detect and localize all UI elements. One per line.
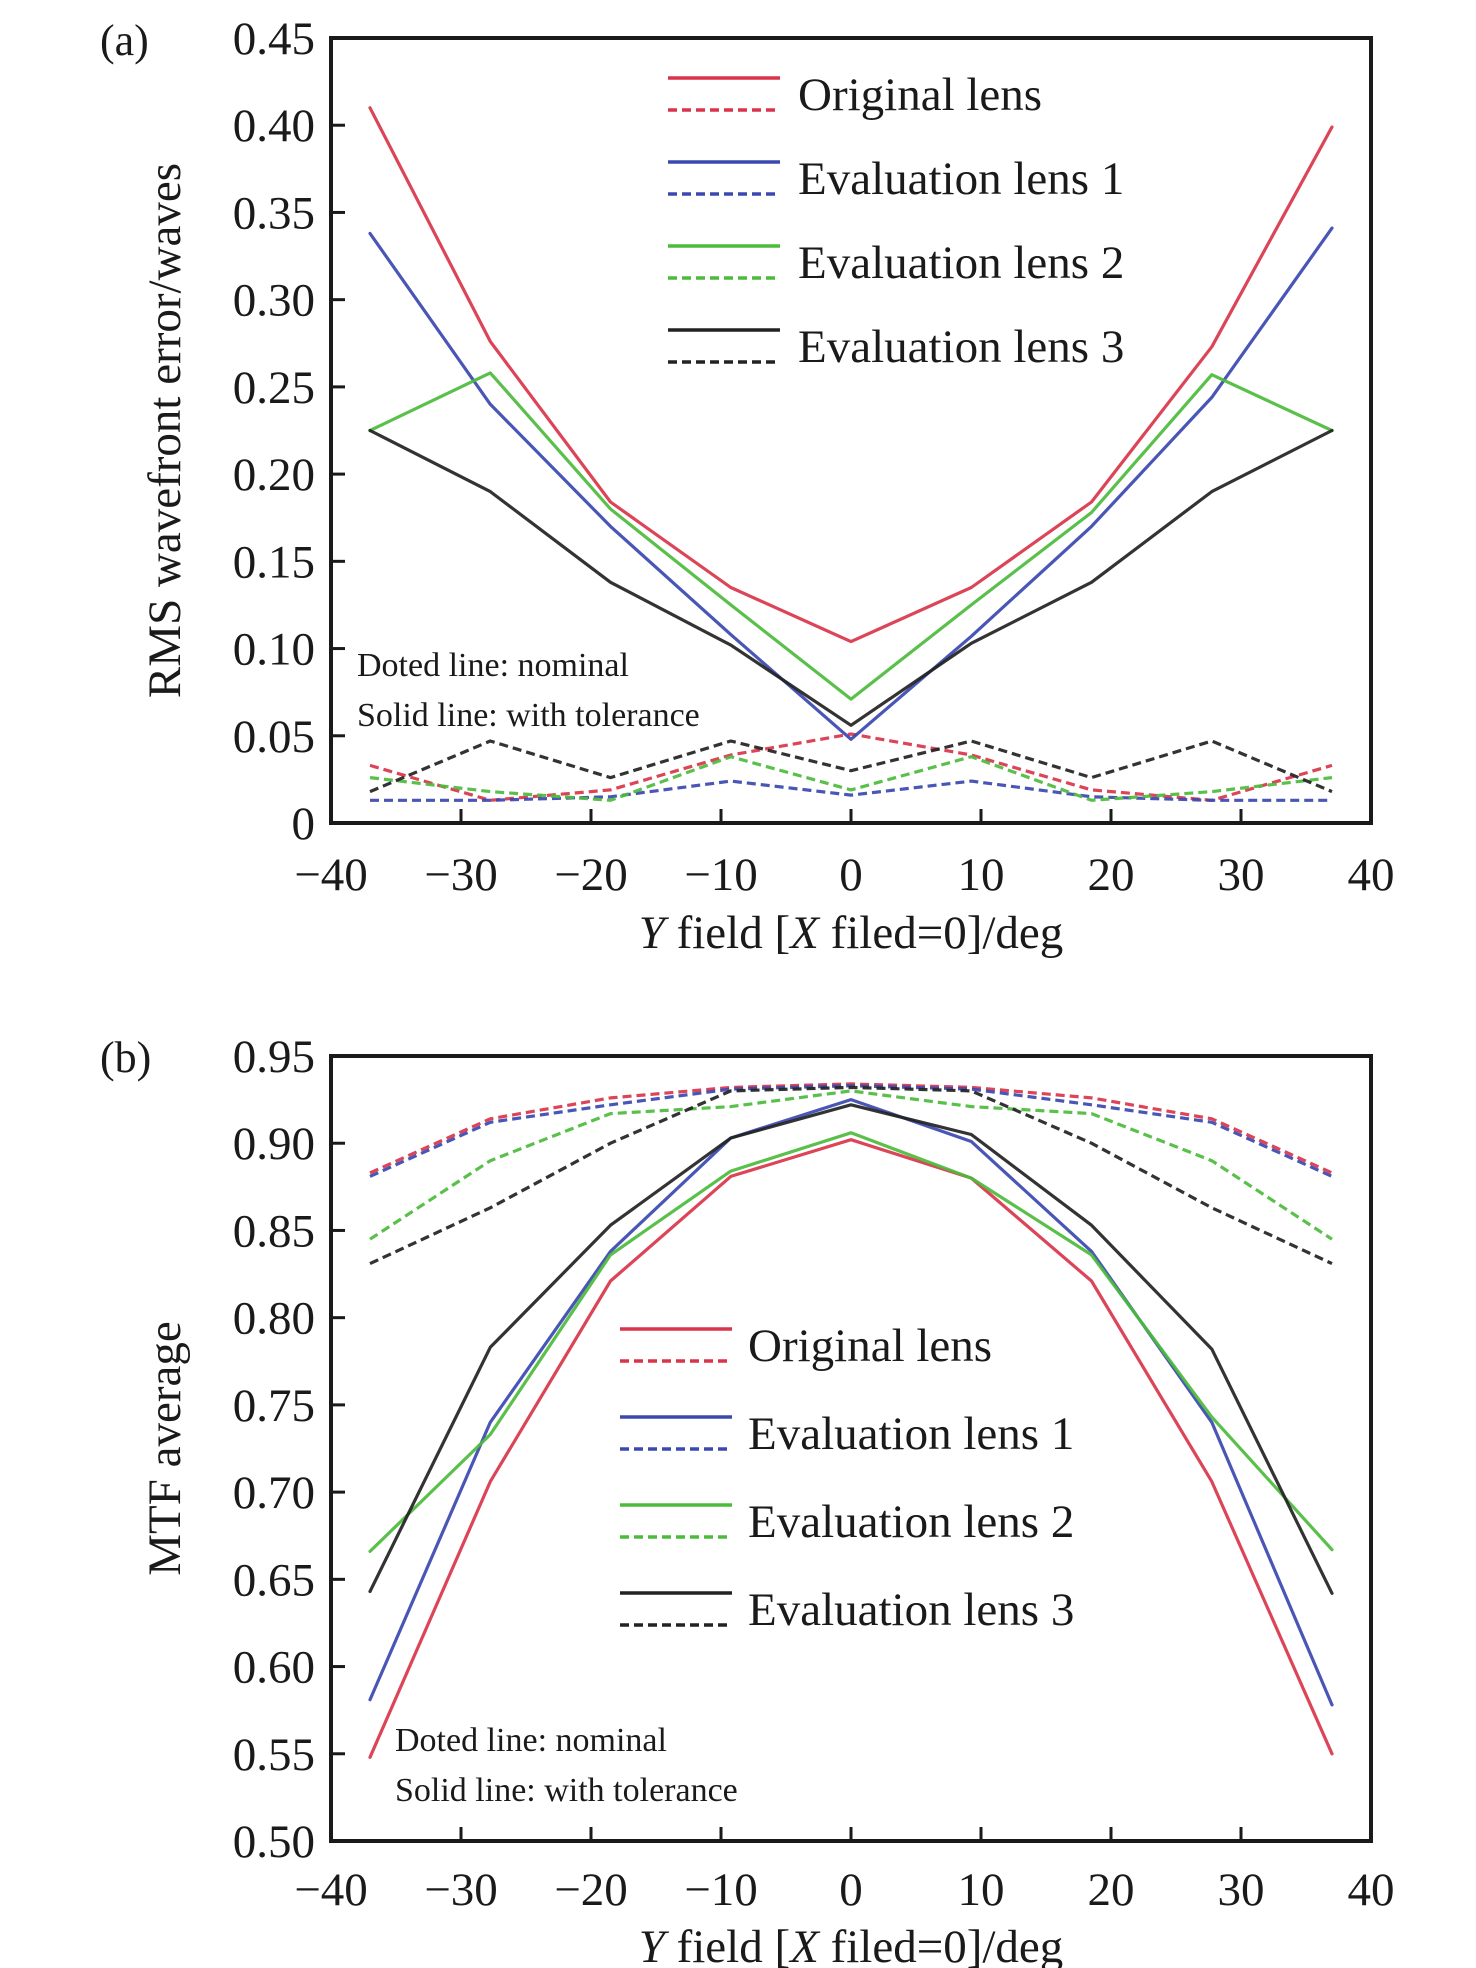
annotation-note: Doted line: nominal — [357, 647, 629, 684]
x-tick-label: −30 — [424, 849, 498, 901]
x-tick-label: −20 — [554, 1864, 628, 1916]
y-tick-label: 0.20 — [233, 449, 315, 501]
y-tick-label: 0.35 — [233, 187, 315, 239]
legend: Original lens Evaluation lens 1 Evaluation… — [668, 69, 1124, 373]
series-line-evaluation-lens-3-dashed — [369, 1085, 1333, 1266]
y-tick-label: 0.55 — [233, 1729, 315, 1781]
x-tick-label: 0 — [839, 1864, 863, 1916]
chart-panel-b: (b) 0.50 0.55 0.60 0.65 0.70 0.75 0.80 0.85 0.90 0… — [100, 1031, 1395, 1968]
x-tick-label: 0 — [839, 849, 863, 901]
y-tick-label: 0.40 — [233, 100, 315, 152]
legend-label: Evaluation lens 2 — [798, 237, 1124, 289]
y-axis-title: MTF average — [139, 1321, 191, 1575]
y-tick-label: 0.60 — [233, 1642, 315, 1694]
x-tick-label: −40 — [294, 1864, 368, 1916]
annotation-note: Solid line: with tolerance — [395, 1772, 738, 1809]
series-line-evaluation-lens-1-dashed — [370, 779, 1332, 802]
legend-label: Original lens — [798, 69, 1042, 121]
series-line-evaluation-lens-2-solid — [368, 371, 1334, 701]
series-line-original-lens-solid — [368, 106, 1334, 644]
legend-label: Evaluation lens 1 — [748, 1408, 1074, 1460]
y-tick-label: 0 — [292, 798, 316, 850]
panel-label: (b) — [100, 1033, 151, 1082]
x-tick-label: −40 — [294, 849, 368, 901]
x-axis-title-part: X — [788, 907, 821, 959]
series-line-evaluation-lens-2-dashed — [369, 1089, 1333, 1241]
y-tick-label: 0.75 — [233, 1380, 315, 1432]
y-tick-label: 0.05 — [233, 711, 315, 763]
x-axis-title-part: filed=0]/deg — [819, 1921, 1063, 1968]
x-tick-label: 30 — [1218, 1864, 1265, 1916]
x-axis-title-part: Y — [639, 907, 670, 959]
series-line-evaluation-lens-1-solid — [368, 226, 1334, 741]
legend-label: Original lens — [748, 1320, 992, 1372]
x-tick-label: 10 — [958, 849, 1005, 901]
x-tick-label: 40 — [1348, 849, 1395, 901]
x-axis-title-part: field [ — [665, 907, 790, 959]
x-tick-label: 40 — [1348, 1864, 1395, 1916]
x-axis-title-part: Y — [639, 1921, 670, 1968]
legend: Original lens Evaluation lens 1 Evaluation… — [620, 1320, 1074, 1636]
y-tick-label: 0.45 — [233, 13, 315, 65]
x-tick-label: −10 — [684, 1864, 758, 1916]
series-line-evaluation-lens-2-solid — [368, 1131, 1334, 1554]
y-tick-label: 0.25 — [233, 362, 315, 414]
y-axis-title: RMS wavefront error/waves — [139, 163, 191, 698]
y-tick-label: 0.50 — [233, 1816, 315, 1868]
x-tick-label: 20 — [1088, 1864, 1135, 1916]
chart-panel-a: (a) 0 0.05 0.10 0.15 0.20 0.25 0.30 0.35 0.40 0.45… — [100, 13, 1395, 959]
x-tick-label: −30 — [424, 1864, 498, 1916]
y-tick-label: 0.95 — [233, 1031, 315, 1083]
series-line-evaluation-lens-3-solid — [368, 428, 1334, 727]
series-line-original-lens-solid — [368, 1138, 1334, 1759]
legend-label: Evaluation lens 3 — [748, 1584, 1074, 1636]
legend-label: Evaluation lens 1 — [798, 153, 1124, 205]
legend-label: Evaluation lens 3 — [798, 321, 1124, 373]
y-tick-label: 0.65 — [233, 1554, 315, 1606]
y-tick-label: 0.90 — [233, 1118, 315, 1170]
y-tick-label: 0.80 — [233, 1293, 315, 1345]
y-tick-label: 0.15 — [233, 536, 315, 588]
x-axis-title-part: field [ — [665, 1921, 790, 1968]
series-line-evaluation-lens-2-dashed — [369, 755, 1333, 802]
x-axis-title: Y field [X filed=0]/deg — [639, 907, 1064, 959]
annotation-note: Solid line: with tolerance — [357, 697, 700, 734]
y-tick-label: 0.85 — [233, 1205, 315, 1257]
y-tick-label: 0.10 — [233, 624, 315, 676]
annotation-note: Doted line: nominal — [395, 1722, 667, 1759]
x-axis-title: Y field [X filed=0]/deg — [639, 1921, 1064, 1968]
x-tick-label: 30 — [1218, 849, 1265, 901]
x-tick-label: 10 — [958, 1864, 1005, 1916]
x-tick-label: 20 — [1088, 849, 1135, 901]
x-tick-label: −10 — [684, 849, 758, 901]
series-line-evaluation-lens-3-dashed — [369, 739, 1333, 794]
series-line-evaluation-lens-1-dashed — [369, 1084, 1333, 1178]
y-tick-label: 0.70 — [233, 1467, 315, 1519]
series-line-evaluation-lens-3-solid — [368, 1103, 1334, 1595]
x-tick-label: −20 — [554, 849, 628, 901]
series-line-original-lens-dashed — [369, 732, 1333, 802]
legend-label: Evaluation lens 2 — [748, 1496, 1074, 1548]
x-axis-title-part: X — [788, 1921, 821, 1968]
x-axis-title-part: filed=0]/deg — [819, 907, 1063, 959]
y-tick-label: 0.30 — [233, 275, 315, 327]
series-line-original-lens-dashed — [369, 1082, 1333, 1175]
panel-label: (a) — [100, 16, 149, 65]
